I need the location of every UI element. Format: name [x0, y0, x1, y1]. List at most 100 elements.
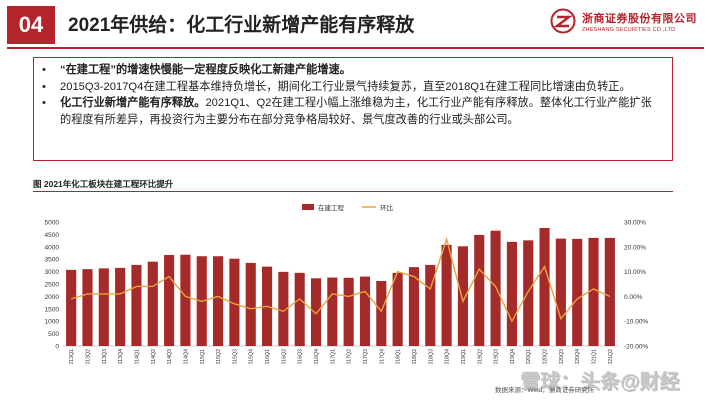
- bar-2017Q1: [327, 277, 338, 346]
- x-tick-label: 2017Q1: [330, 349, 336, 364]
- x-tick-label: 2020Q1: [526, 349, 532, 364]
- x-tick-label: 2021Q2: [608, 349, 614, 364]
- bar-2014Q2: [147, 261, 158, 346]
- bar-2020Q3: [555, 238, 566, 346]
- construction-chart: 在建工程 环比 0 500 1000 1500 2000 2500 3000 3500 4000 45…: [45, 203, 649, 364]
- bar-2017Q4: [376, 281, 387, 346]
- bar-2016Q2: [278, 271, 289, 346]
- x-tick-label: 2017Q4: [379, 349, 385, 364]
- bar-2017Q2: [343, 277, 354, 346]
- x-tick-label: 2014Q3: [167, 349, 173, 364]
- x-tick-label: 2019Q2: [477, 349, 483, 364]
- x-tick-label: 2013Q2: [85, 349, 91, 364]
- y-right-tick-label: 10.00%: [624, 269, 646, 276]
- bar-2018Q3: [425, 264, 436, 346]
- chart-title: 图 2021年化工板块在建工程环比提升: [33, 179, 174, 189]
- bar-2019Q3: [490, 230, 501, 346]
- bar-2016Q3: [294, 272, 305, 346]
- bar-2019Q4: [506, 241, 517, 346]
- bar-2014Q1: [131, 264, 142, 346]
- x-tick-label: 2017Q2: [347, 349, 353, 364]
- legend-label-bar: 在建工程: [318, 203, 345, 212]
- bar-2013Q2: [82, 269, 93, 346]
- y-left-tick-label: 3500: [45, 257, 60, 264]
- x-tick-label: 2020Q4: [575, 349, 581, 364]
- y-right-tick-label: 20.00%: [624, 244, 646, 251]
- watermark: 雪球：头条@财经: [520, 371, 680, 393]
- x-tick-label: 2016Q2: [281, 349, 287, 364]
- bullet-2: 2015Q3-2017Q4在建工程基本维持负增长，期间化工行业景气持续复苏，直至…: [40, 79, 662, 96]
- logo-company-name: 浙商证券股份有限公司: [582, 12, 697, 25]
- line-series-huanbi: [70, 236, 611, 323]
- y-right-tick-label: 0.00%: [624, 294, 643, 301]
- bullet-3-text: 2021Q1、Q2在建工程小幅上涨维稳为主，化工行业产能有序释放。整体化工行业产…: [60, 97, 652, 126]
- bar-2014Q4: [180, 254, 191, 346]
- chart-source: 数据来源：Wind，浙商证券研究所: [495, 387, 595, 394]
- logo-company-name-en: ZHESHANG SECURITIES CO.,LTD: [582, 26, 676, 33]
- bar-2020Q4: [572, 238, 583, 346]
- bar-2015Q4: [245, 262, 256, 346]
- chart-title-divider: [33, 191, 673, 192]
- bar-2013Q1: [66, 269, 77, 346]
- y-left-tick-label: 5000: [45, 220, 60, 227]
- bar-2021Q2: [604, 237, 615, 346]
- x-tick-label: 2015Q1: [200, 349, 206, 364]
- company-logo-icon: [550, 8, 576, 34]
- x-tick-label: 2018Q3: [428, 349, 434, 364]
- y-left-tick-label: 0: [55, 344, 59, 351]
- x-tick-label: 2021Q1: [592, 349, 598, 364]
- x-tick-label: 2020Q2: [543, 349, 549, 364]
- y-left-tick-label: 1000: [45, 319, 60, 326]
- bar-2015Q2: [213, 256, 224, 346]
- x-tick-label: 2014Q2: [151, 349, 157, 364]
- x-tick-label: 2017Q3: [363, 349, 369, 364]
- y-right-tick-label: 30.00%: [624, 220, 646, 227]
- x-tick-label: 2019Q3: [494, 349, 500, 364]
- y-left-tick-label: 1500: [45, 306, 60, 313]
- bar-2016Q4: [310, 278, 322, 346]
- legend-swatch-bar: [302, 204, 314, 210]
- x-tick-label: 2013Q4: [118, 349, 124, 364]
- x-tick-label: 2015Q2: [216, 349, 222, 364]
- bar-2021Q1: [588, 237, 599, 346]
- x-tick-label: 2015Q4: [249, 349, 255, 364]
- bar-2017Q3: [359, 276, 371, 346]
- bar-2019Q1: [457, 246, 468, 346]
- y-left-tick-label: 2000: [45, 294, 60, 301]
- y-left-tick-label: 2500: [45, 282, 60, 289]
- bar-2018Q2: [408, 267, 420, 346]
- bar-2013Q4: [115, 267, 126, 346]
- x-tick-label: 2020Q3: [559, 349, 565, 364]
- y-right-tick-label: -20.00%: [624, 344, 648, 351]
- bullet-box: “在建工程”的增速快慢能一定程度反映化工新建产能增速。 2015Q3-2017Q…: [33, 57, 673, 161]
- x-tick-label: 2018Q4: [445, 349, 451, 364]
- x-tick-label: 2014Q1: [134, 349, 140, 364]
- x-tick-label: 2019Q4: [510, 349, 516, 364]
- y-left-tick-label: 3000: [45, 269, 60, 276]
- bar-2014Q3: [164, 254, 175, 346]
- x-tick-label: 2016Q3: [298, 349, 304, 364]
- y-left-tick-label: 500: [48, 331, 59, 338]
- legend-label-line: 环比: [380, 203, 394, 212]
- x-tick-label: 2016Q1: [265, 349, 271, 364]
- bullet-2-text: 2015Q3-2017Q4在建工程基本维持负增长，期间化工行业景气持续复苏，直至…: [60, 80, 631, 93]
- x-tick-label: 2013Q3: [102, 349, 108, 364]
- x-tick-label: 2013Q1: [69, 349, 75, 364]
- x-tick-label: 2015Q3: [232, 349, 238, 364]
- bar-2019Q2: [474, 234, 485, 346]
- bar-2018Q4: [441, 244, 452, 346]
- bullet-1-text: “在建工程”的增速快慢能一定程度反映化工新建产能增速。: [60, 64, 351, 76]
- bar-2020Q2: [539, 227, 550, 346]
- y-right-tick-label: -10.00%: [624, 319, 648, 326]
- bullet-1: “在建工程”的增速快慢能一定程度反映化工新建产能增速。: [40, 62, 662, 79]
- x-tick-label: 2016Q4: [314, 349, 320, 364]
- bullet-3: 化工行业新增产能有序释放。2021Q1、Q2在建工程小幅上涨维稳为主，化工行业产…: [40, 95, 662, 128]
- bar-2018Q1: [392, 272, 403, 346]
- x-tick-label: 2019Q1: [461, 349, 467, 364]
- section-number: 04: [18, 12, 44, 37]
- x-tick-label: 2018Q2: [412, 349, 418, 364]
- title-divider: [7, 47, 704, 49]
- section-number-badge: 04: [7, 6, 55, 44]
- page-title: 2021年供给：化工行业新增产能有序释放: [68, 15, 415, 36]
- company-logo: 浙商证券股份有限公司 ZHESHANG SECURITIES CO.,LTD: [550, 8, 697, 34]
